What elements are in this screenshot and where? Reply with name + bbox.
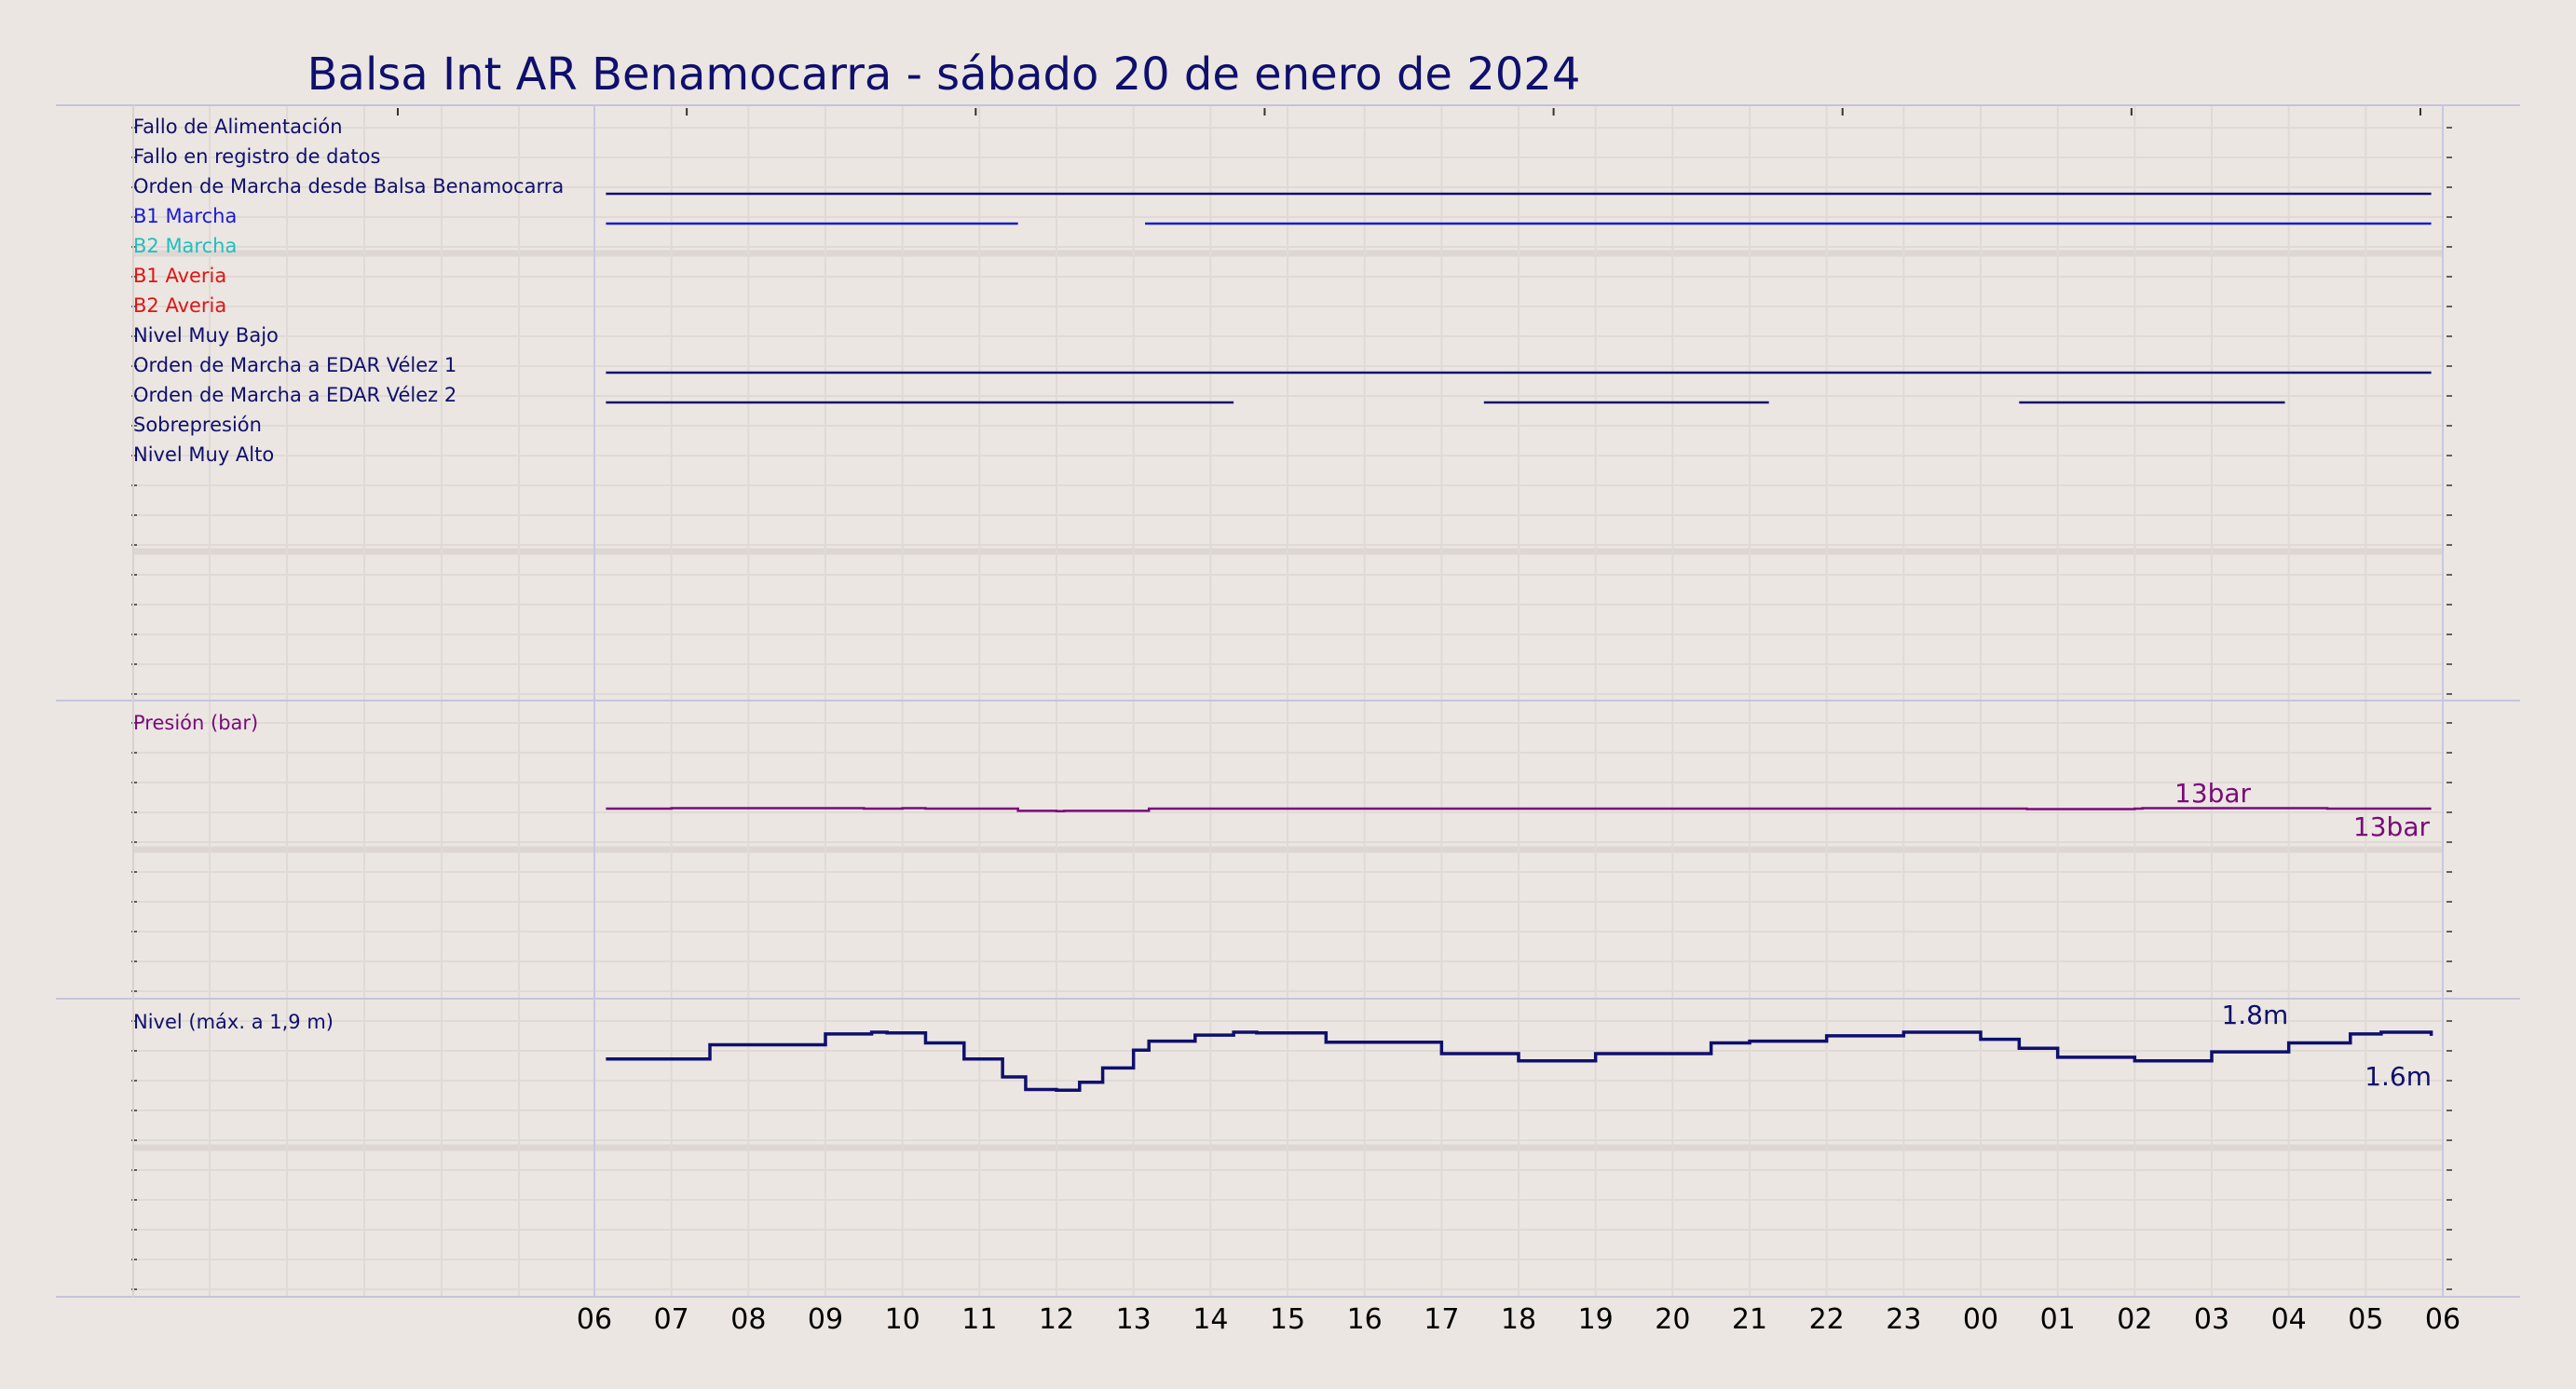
x-tick-label: 17: [1424, 1303, 1459, 1336]
x-tick-label: 18: [1501, 1303, 1536, 1336]
x-tick-label: 22: [1809, 1303, 1845, 1336]
signal-label: Nivel Muy Alto: [133, 443, 274, 466]
pressure-series-line: [606, 807, 2432, 812]
x-tick-label: 09: [808, 1303, 843, 1336]
level-label: Nivel (máx. a 1,9 m): [133, 1011, 334, 1033]
signal-label: B1 Averia: [133, 265, 226, 287]
x-tick-label: 02: [2117, 1303, 2152, 1336]
x-tick-label: 19: [1578, 1303, 1614, 1336]
x-tick-label: 08: [730, 1303, 766, 1336]
signal-label: Orden de Marcha a EDAR Vélez 2: [133, 384, 457, 406]
signal-label: B2 Marcha: [133, 235, 237, 257]
x-tick-label: 04: [2271, 1303, 2307, 1336]
signal-label: B2 Averia: [133, 294, 226, 317]
x-tick-label: 05: [2348, 1303, 2383, 1336]
x-tick-label: 23: [1886, 1303, 1921, 1336]
pressure-label: Presión (bar): [133, 712, 258, 734]
x-tick-label: 07: [654, 1303, 689, 1336]
level-panel: Nivel (máx. a 1,9 m) 1.8m 1.6m: [133, 1000, 2433, 1092]
x-tick-label: 15: [1270, 1303, 1305, 1336]
signal-label: Nivel Muy Bajo: [133, 324, 279, 347]
x-tick-label: 10: [885, 1303, 920, 1336]
signal-label: Fallo de Alimentación: [133, 116, 343, 138]
x-tick-label: 12: [1039, 1303, 1074, 1336]
x-tick-label: 11: [961, 1303, 997, 1336]
signal-label: B1 Marcha: [133, 205, 237, 227]
digital-signals-panel: Fallo de Alimentación Fallo en registro d…: [133, 116, 2432, 466]
frame-layer: [56, 104, 2520, 1298]
chart-title: Balsa Int AR Benamocarra - sábado 20 de …: [307, 48, 1581, 101]
x-tick-label: 14: [1193, 1303, 1228, 1336]
x-tick-label: 00: [1963, 1303, 1998, 1336]
x-tick-label: 01: [2040, 1303, 2076, 1336]
signal-label: Orden de Marcha a EDAR Vélez 1: [133, 354, 457, 376]
pressure-last-annotation: 13bar: [2353, 811, 2431, 842]
signal-label: Fallo en registro de datos: [133, 145, 380, 168]
pressure-panel: Presión (bar) 13bar 13bar: [133, 712, 2432, 842]
signal-label: Orden de Marcha desde Balsa Benamocarra: [133, 175, 564, 197]
level-last-annotation: 1.6m: [2365, 1061, 2432, 1092]
pressure-max-annotation: 13bar: [2174, 778, 2252, 809]
x-tick-label: 21: [1732, 1303, 1767, 1336]
level-series-line: [606, 1030, 2433, 1092]
x-tick-label: 13: [1116, 1303, 1152, 1336]
x-tick-label: 16: [1347, 1303, 1383, 1336]
level-max-annotation: 1.8m: [2221, 1000, 2288, 1030]
signal-label: Sobrepresión: [133, 414, 262, 436]
x-axis: 06 07 08 09 10 11 12 13 14 15 16 17 18 19 20 21 22 23 00 01…: [577, 1303, 2460, 1336]
x-tick-label: 06: [2425, 1303, 2460, 1336]
x-tick-label: 20: [1655, 1303, 1690, 1336]
x-tick-label: 03: [2194, 1303, 2229, 1336]
x-tick-label: 06: [577, 1303, 612, 1336]
